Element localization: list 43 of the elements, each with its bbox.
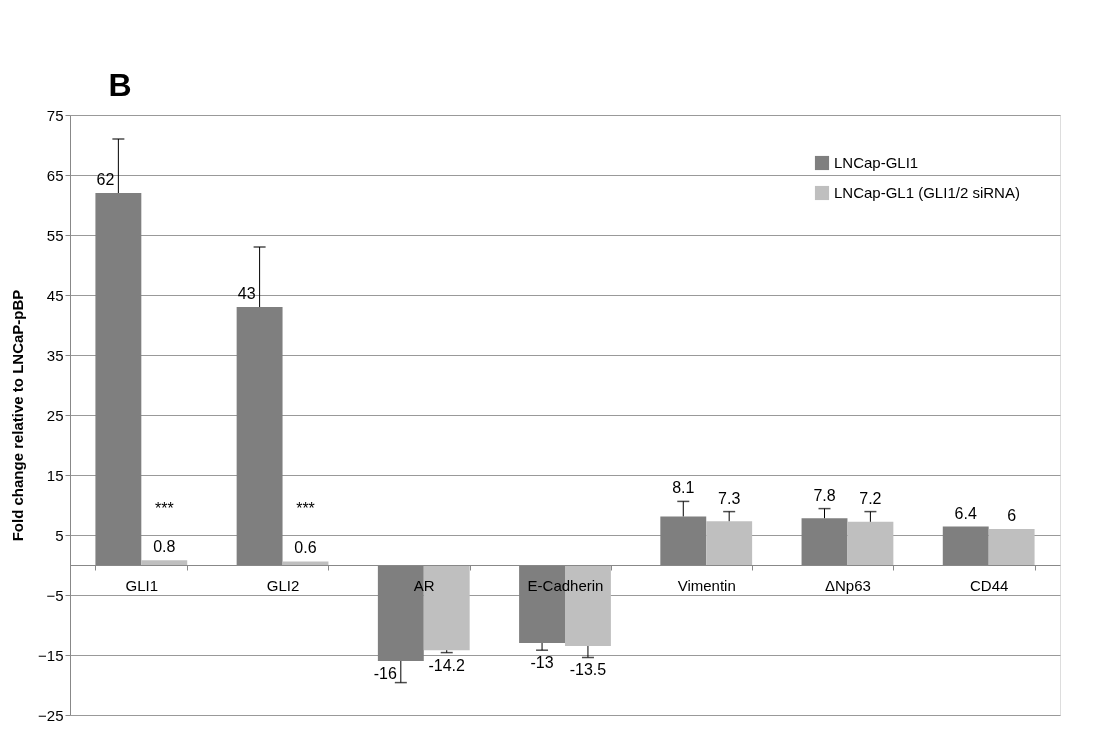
y-tick-label: −15 (38, 646, 64, 664)
y-tick-label: 75 (46, 106, 64, 124)
x-tick-label: Vimentin (677, 576, 736, 594)
legend-label: LNCap-GLI1 (834, 154, 919, 171)
y-tick-label: 15 (46, 466, 64, 484)
annotation: *** (154, 500, 174, 517)
x-tick-label: ΔNp63 (825, 576, 871, 594)
bar (847, 521, 894, 565)
text: B (108, 67, 132, 103)
y-tick-label: 25 (46, 406, 64, 424)
bar (282, 561, 329, 565)
data-label: 43 (237, 285, 256, 302)
y-tick-label: 65 (46, 166, 64, 184)
y-tick-label: 45 (46, 286, 64, 304)
bar (706, 521, 753, 565)
data-label: -16 (373, 665, 397, 682)
data-label: 7.2 (859, 489, 882, 507)
x-tick-label: GLI2 (266, 576, 300, 594)
data-label: 6.4 (954, 504, 977, 522)
data-label: -13.5 (569, 661, 607, 679)
legend-label: LNCap-GL1 (GLI1/2 siRNA) (834, 184, 1020, 201)
data-label: 8.1 (672, 479, 695, 497)
bar (988, 529, 1035, 565)
y-tick-label: −5 (46, 586, 64, 604)
x-tick-label: CD44 (970, 576, 1009, 594)
data-label: 6 (1007, 507, 1017, 524)
y-tick-label: 5 (55, 526, 64, 544)
y-tick-label: −25 (38, 706, 64, 724)
x-tick-label: GLI1 (125, 576, 159, 594)
annotation: *** (296, 500, 315, 517)
y-axis-title: Fold change relative to LNCaP-pBP (9, 289, 27, 542)
data-label: -14.2 (428, 656, 466, 674)
x-tick-label: E-Cadherin (527, 576, 604, 594)
x-tick-label: AR (413, 576, 435, 594)
bar (141, 560, 188, 565)
data-label: 0.8 (153, 538, 176, 556)
y-tick-label: 35 (46, 346, 64, 364)
data-label: 0.6 (294, 539, 317, 557)
data-label: 7.3 (718, 489, 741, 507)
data-label: -13 (530, 654, 554, 672)
y-tick-label: 55 (46, 226, 64, 244)
data-label: 7.8 (813, 486, 836, 504)
data-label: 62 (96, 171, 115, 188)
